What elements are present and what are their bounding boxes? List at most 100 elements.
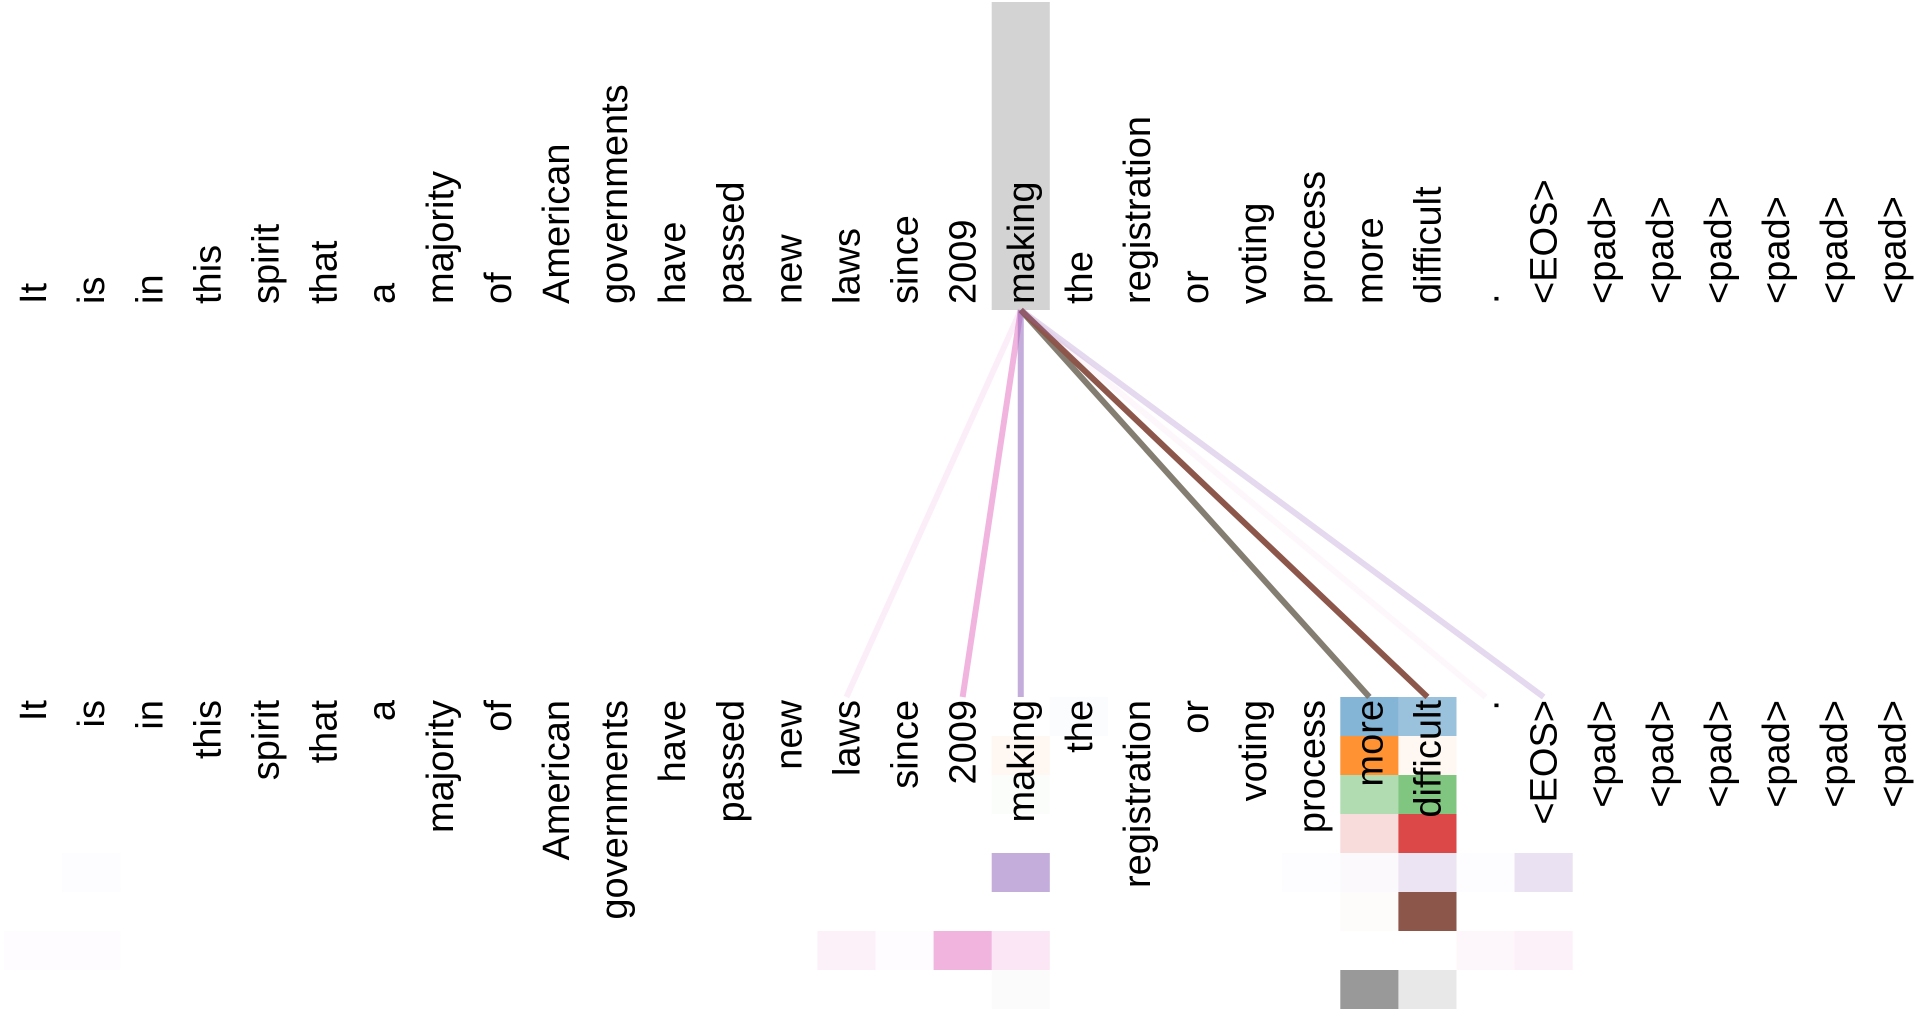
heatmap-cell — [1514, 931, 1573, 970]
key-token[interactable]: It — [13, 700, 55, 722]
heatmap-cell — [62, 853, 120, 892]
query-token[interactable]: process — [1291, 171, 1333, 304]
key-token[interactable]: <pad> — [1640, 700, 1682, 808]
query-token[interactable]: in — [129, 274, 171, 304]
query-token[interactable]: or — [1175, 270, 1217, 304]
query-token[interactable]: registration — [1117, 116, 1159, 304]
query-token[interactable]: making — [1001, 182, 1043, 305]
query-token[interactable]: <pad> — [1698, 196, 1740, 304]
query-token[interactable]: <pad> — [1640, 196, 1682, 304]
key-token[interactable]: process — [1291, 700, 1333, 833]
heatmap-cell — [933, 931, 992, 970]
attention-line — [959, 309, 1024, 698]
query-token[interactable]: . — [1466, 293, 1508, 304]
heatmap-cell — [1514, 853, 1573, 892]
heatmap-cell — [1398, 814, 1457, 853]
key-token[interactable]: <pad> — [1872, 700, 1914, 808]
query-token[interactable]: more — [1349, 217, 1391, 304]
key-token[interactable]: passed — [710, 700, 752, 823]
key-token[interactable]: majority — [420, 700, 462, 833]
key-token[interactable]: . — [1466, 700, 1508, 711]
query-token[interactable]: new — [768, 234, 810, 304]
key-token[interactable]: this — [187, 700, 229, 759]
key-token-row: It is in this spirit that a majority of American g… — [13, 699, 1914, 920]
query-token[interactable]: 2009 — [943, 219, 985, 304]
attention-line — [1018, 307, 1430, 700]
query-token[interactable]: passed — [710, 181, 752, 304]
key-token[interactable]: <pad> — [1582, 700, 1624, 808]
query-token[interactable]: voting — [1233, 203, 1275, 304]
heatmap-cell — [1456, 931, 1515, 970]
query-token[interactable]: spirit — [245, 223, 287, 304]
key-token[interactable]: a — [362, 699, 404, 721]
key-token[interactable]: <pad> — [1814, 700, 1856, 808]
key-token[interactable]: more — [1349, 700, 1391, 787]
heatmap-cell — [1340, 775, 1399, 814]
query-token[interactable]: <EOS> — [1524, 179, 1566, 304]
query-token[interactable]: <pad> — [1582, 196, 1624, 304]
query-token[interactable]: this — [187, 245, 229, 304]
key-token[interactable]: is — [71, 700, 113, 727]
query-token[interactable]: difficult — [1407, 186, 1449, 304]
query-token[interactable]: American — [536, 144, 578, 305]
key-token[interactable]: have — [652, 700, 694, 782]
attention-line — [1018, 307, 1372, 700]
query-token[interactable]: <pad> — [1756, 196, 1798, 304]
heatmap-cell — [1398, 853, 1457, 892]
key-token[interactable]: that — [304, 700, 346, 764]
query-token[interactable]: the — [1059, 251, 1101, 304]
key-token[interactable]: or — [1175, 700, 1217, 734]
heatmap-cell — [1398, 775, 1457, 814]
key-token[interactable]: new — [768, 699, 810, 769]
heatmap-cell — [1457, 853, 1515, 892]
key-token[interactable]: 2009 — [943, 700, 985, 785]
key-token[interactable]: spirit — [245, 700, 287, 781]
key-token[interactable]: voting — [1233, 700, 1275, 801]
attention-line — [1018, 307, 1546, 700]
query-token[interactable]: a — [362, 282, 404, 304]
heatmap-cell — [1340, 970, 1399, 1009]
heatmap-cell — [62, 931, 120, 970]
key-token[interactable]: in — [129, 700, 171, 730]
query-token[interactable]: majority — [420, 171, 462, 304]
key-token[interactable]: <EOS> — [1524, 700, 1566, 825]
heatmap-cell — [1340, 853, 1399, 892]
query-token[interactable]: <pad> — [1872, 196, 1914, 304]
query-token[interactable]: laws — [826, 228, 868, 304]
query-token[interactable]: <pad> — [1814, 196, 1856, 304]
heatmap-cell — [1340, 736, 1399, 775]
key-token[interactable]: <pad> — [1698, 700, 1740, 808]
key-token[interactable]: registration — [1117, 700, 1159, 888]
query-token[interactable]: have — [652, 222, 694, 304]
key-token[interactable]: the — [1059, 700, 1101, 753]
heatmap-cell — [1282, 853, 1340, 892]
heatmap-cell — [817, 931, 876, 970]
key-token[interactable]: of — [478, 700, 520, 732]
key-token[interactable]: since — [885, 700, 927, 789]
query-token[interactable]: of — [478, 272, 520, 304]
key-token[interactable]: governments — [594, 700, 636, 920]
heatmap-cell — [1340, 814, 1399, 853]
key-token[interactable]: American — [536, 700, 578, 861]
attention-lines — [843, 307, 1546, 700]
heatmap-cell — [1398, 736, 1457, 775]
attention-line — [843, 308, 1024, 699]
query-token[interactable]: is — [71, 277, 113, 304]
heatmap-cell — [1340, 892, 1398, 931]
heatmap-cell — [1398, 892, 1457, 931]
query-token[interactable]: that — [304, 240, 346, 304]
key-token[interactable]: difficult — [1407, 700, 1449, 818]
key-token[interactable]: making — [1001, 700, 1043, 823]
query-token[interactable]: It — [13, 282, 55, 304]
heatmap-cell — [1398, 697, 1457, 736]
heatmap-cell — [1398, 970, 1457, 1009]
heatmap-cell — [1340, 697, 1399, 736]
query-token[interactable]: since — [885, 215, 927, 304]
key-token[interactable]: laws — [826, 700, 868, 776]
heatmap-cell — [876, 931, 934, 970]
key-token[interactable]: <pad> — [1756, 700, 1798, 808]
query-token[interactable]: governments — [594, 84, 636, 304]
attention-line — [1018, 307, 1488, 700]
heatmap-cell — [4, 931, 62, 970]
